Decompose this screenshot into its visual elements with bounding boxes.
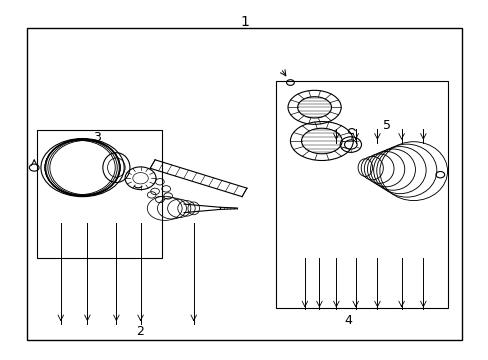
Text: 1: 1 — [240, 15, 248, 29]
Text: 3: 3 — [93, 131, 101, 144]
Bar — [27, 28, 461, 339]
Bar — [275, 81, 447, 307]
Bar — [37, 130, 162, 258]
Text: 5: 5 — [382, 119, 390, 132]
Text: 4: 4 — [344, 314, 352, 327]
Text: 2: 2 — [136, 325, 144, 338]
